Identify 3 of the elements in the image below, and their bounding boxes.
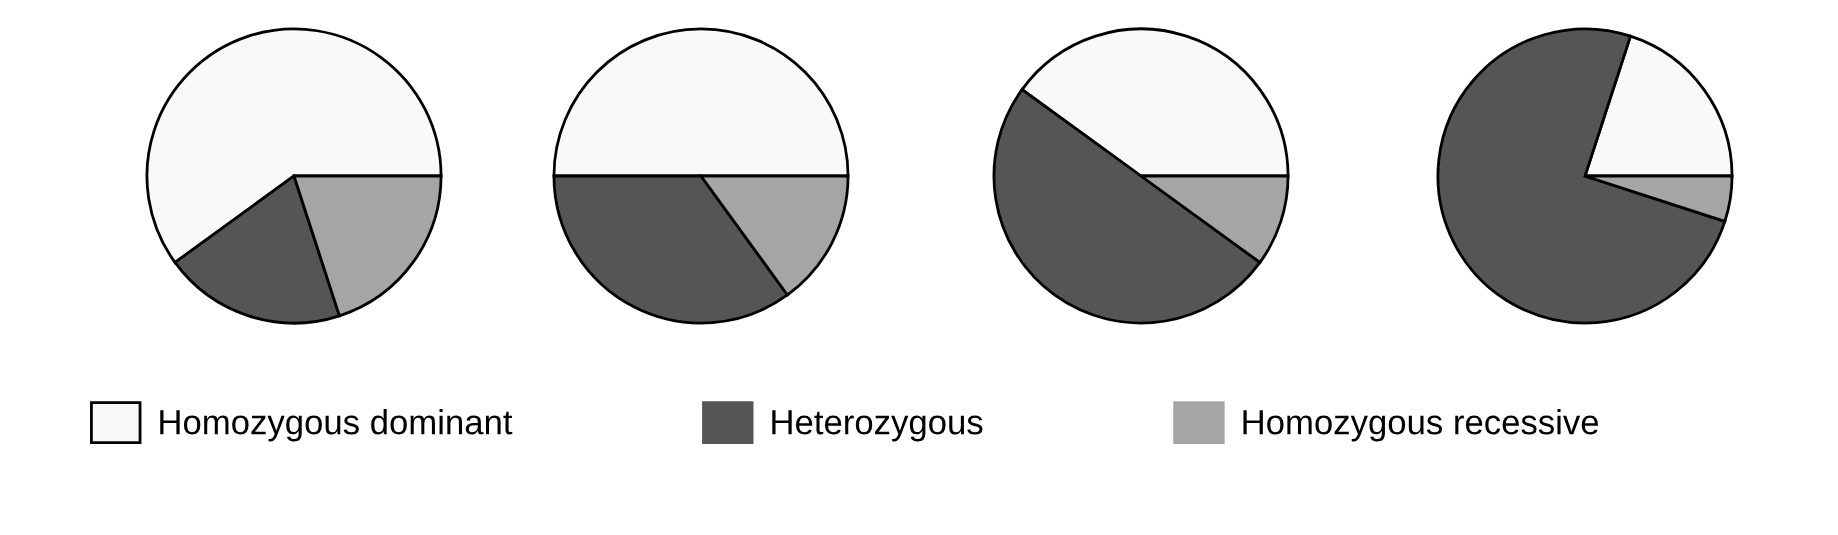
legend-label: Homozygous dominant — [160, 409, 513, 442]
legend-label: Homozygous recessive — [1243, 409, 1599, 442]
legend-label: Heterozygous — [772, 410, 983, 442]
